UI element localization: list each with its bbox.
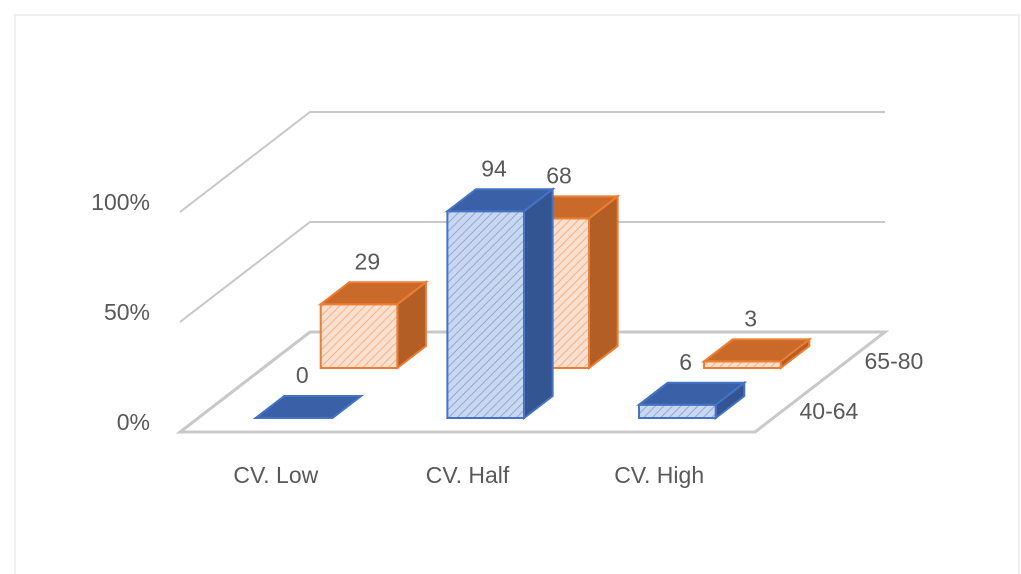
data-label: 29	[355, 248, 381, 274]
bar-side	[523, 187, 554, 421]
grid-line	[179, 111, 885, 213]
data-label: 6	[679, 349, 692, 375]
y-tick-label: 50%	[104, 299, 150, 325]
bar-top	[444, 188, 556, 213]
x-tick-label: CV. Half	[426, 462, 510, 488]
bar-top	[317, 281, 429, 306]
x-tick-label: CV. High	[614, 462, 704, 488]
bar-front	[638, 403, 717, 419]
grid-line	[179, 221, 885, 323]
data-label: 68	[546, 162, 572, 188]
bar-front	[446, 210, 526, 419]
grid-line	[179, 331, 885, 433]
data-label: 3	[744, 305, 757, 331]
y-tick-label: 100%	[91, 189, 150, 215]
bar-side	[588, 194, 619, 371]
bar-front	[319, 303, 399, 369]
legend-label: 40-64	[800, 398, 859, 424]
bar-top	[252, 395, 364, 419]
data-label: 0	[296, 362, 309, 388]
x-tick-label: CV. Low	[233, 462, 318, 488]
y-tick-label: 0%	[117, 409, 150, 435]
legend-label: 65-80	[865, 348, 924, 374]
bar-top	[701, 338, 813, 363]
data-label: 94	[481, 155, 507, 181]
bar-top	[636, 381, 748, 406]
